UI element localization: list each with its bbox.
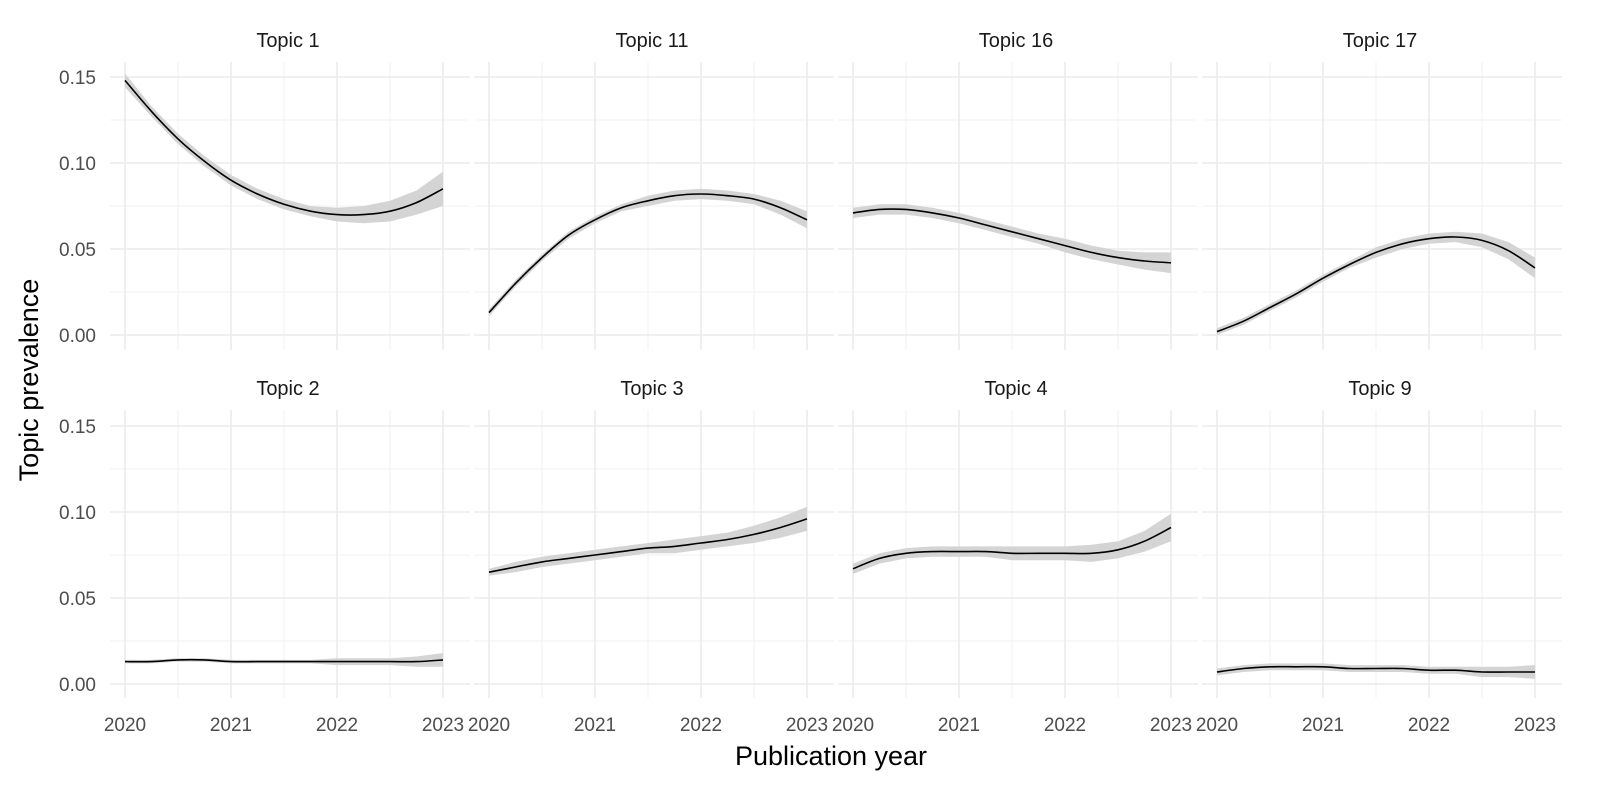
y-tick-label: 0.05 [59,589,96,610]
confidence-band [853,204,1171,274]
facet-panel: Topic 9 2020 2021 2022 2023 [1196,378,1562,736]
facet-panel: Topic 17 [1202,30,1562,350]
facet-title: Topic 3 [620,378,683,400]
series-line [488,518,808,573]
facet-title: Topic 16 [979,30,1054,52]
facet-panel: Topic 2 0.00 0.05 0.10 0.15 2020 2021 2022 2023 [59,378,470,736]
series-line [852,208,1172,264]
y-tick-label: 0.05 [59,240,96,261]
x-tick-label: 2021 [1302,715,1344,736]
x-tick-label: 2020 [468,715,510,736]
facet-title: Topic 2 [256,378,319,400]
series-line [124,79,444,216]
x-tick-label: 2022 [316,715,358,736]
x-tick-label: 2022 [1044,715,1086,736]
x-tick-label: 2023 [1150,715,1192,736]
x-tick-label: 2023 [786,715,828,736]
facet-title: Topic 11 [615,30,688,52]
x-tick-label: 2022 [680,715,722,736]
series-line [1216,236,1536,333]
series-line [124,658,444,663]
confidence-band [489,188,807,317]
facet-panels: Topic 1 0.00 0.05 0.10 0.15 Topic 11 Topic 16 T… [59,30,1562,736]
confidence-band [125,653,443,667]
facet-panel: Topic 4 2020 2021 2022 2023 [832,378,1198,736]
y-tick-label: 0.00 [59,675,96,696]
x-tick-label: 2021 [210,715,252,736]
y-tick-label: 0.15 [59,417,96,438]
y-tick-label: 0.10 [59,154,96,175]
series-line [488,193,808,314]
x-tick-label: 2023 [1514,715,1556,736]
facet-title: Topic 17 [1343,30,1418,52]
x-tick-label: 2021 [938,715,980,736]
facet-panel: Topic 1 0.00 0.05 0.10 0.15 [59,30,470,350]
facet-panel: Topic 11 [474,30,834,350]
x-tick-label: 2021 [574,715,616,736]
facet-title: Topic 1 [256,30,319,52]
facet-title: Topic 9 [1348,378,1411,400]
x-tick-label: 2020 [832,715,874,736]
x-tick-label: 2020 [104,715,146,736]
facet-title: Topic 4 [984,378,1047,400]
series-line [852,526,1172,570]
y-tick-label: 0.10 [59,503,96,524]
facet-panel: Topic 16 [838,30,1198,350]
x-tick-label: 2020 [1196,715,1238,736]
x-tick-label: 2022 [1408,715,1450,736]
y-axis-title: Topic prevalence [14,279,44,482]
x-axis-title: Publication year [735,741,927,771]
confidence-band [853,513,1171,574]
y-tick-label: 0.00 [59,326,96,347]
y-tick-label: 0.15 [59,68,96,89]
x-tick-label: 2023 [422,715,464,736]
facet-panel: Topic 3 2020 2021 2022 2023 [468,378,834,736]
series-line [1216,665,1535,673]
